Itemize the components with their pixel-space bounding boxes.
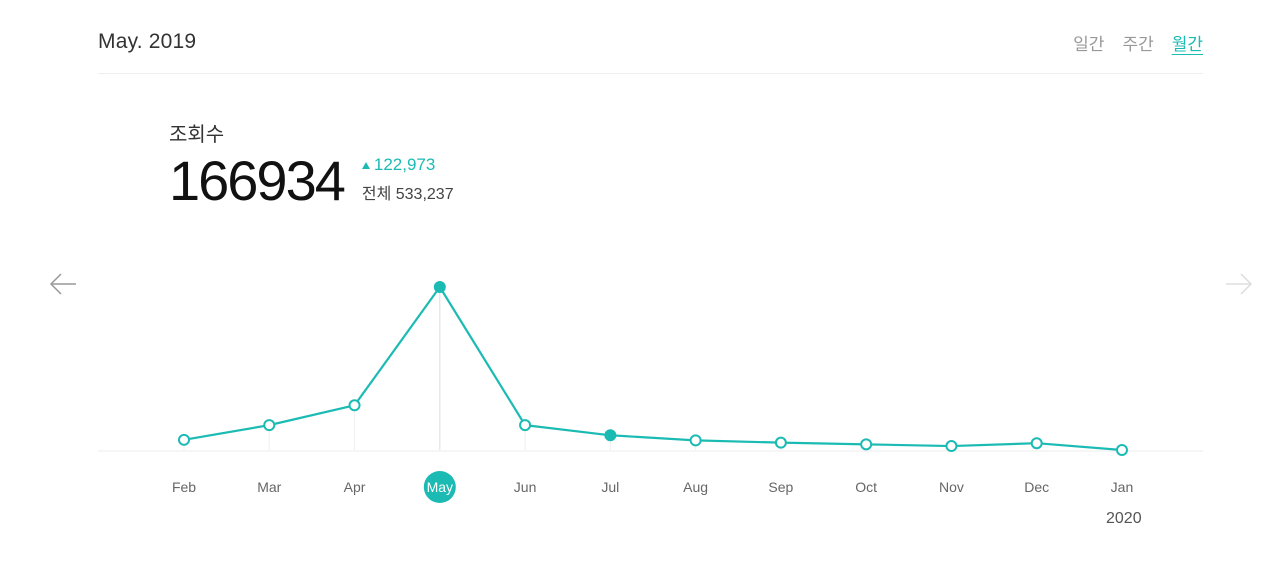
triangle-up-icon: [361, 161, 370, 169]
x-tick-label-jan[interactable]: Jan: [1111, 479, 1134, 495]
year-label: 2020: [1106, 510, 1142, 527]
stat-side: 122,973 전체 533,237: [361, 155, 454, 204]
data-point-apr[interactable]: [348, 399, 361, 412]
data-point-aug[interactable]: [689, 434, 702, 447]
x-tick-label-mar[interactable]: Mar: [257, 479, 281, 495]
x-tick-label-feb[interactable]: Feb: [172, 479, 196, 495]
x-tick-label-nov[interactable]: Nov: [939, 479, 964, 495]
data-point-jun[interactable]: [519, 419, 532, 432]
stat-label: 조회수: [169, 124, 225, 146]
x-tick-label-sep[interactable]: Sep: [768, 479, 793, 495]
data-point-oct[interactable]: [860, 438, 873, 451]
next-button[interactable]: [1224, 270, 1254, 298]
selected-month-badge: [423, 471, 456, 503]
x-tick-label-jun[interactable]: Jun: [514, 479, 537, 495]
period-tabs: 일간 주간 월간: [1073, 30, 1203, 55]
data-point-may[interactable]: [433, 281, 446, 293]
x-tick-label-may[interactable]: May: [427, 479, 453, 495]
stat-row: 166934 122,973 전체 533,237: [169, 151, 454, 211]
data-point-feb[interactable]: [178, 433, 190, 446]
tab-weekly[interactable]: 주간: [1122, 35, 1154, 54]
x-tick-label-dec[interactable]: Dec: [1024, 479, 1049, 495]
x-tick-label-apr[interactable]: Apr: [344, 479, 366, 495]
stats-panel: 조회수 166934 122,973 전체 533,237: [169, 118, 454, 211]
header: May. 2019 일간 주간 월간: [98, 0, 1203, 74]
stat-value: 166934: [169, 149, 346, 212]
tab-monthly[interactable]: 월간: [1171, 35, 1203, 54]
x-tick-label-aug[interactable]: Aug: [683, 479, 708, 495]
x-tick-label-oct[interactable]: Oct: [855, 479, 877, 495]
data-point-jan[interactable]: [1115, 444, 1128, 456]
arrow-left-icon: [49, 273, 76, 295]
arrow-right-icon: [1226, 273, 1253, 295]
period-title: May. 2019: [98, 30, 197, 53]
series-line: [183, 285, 1123, 452]
data-point-sep[interactable]: [774, 436, 787, 449]
prev-button[interactable]: [48, 270, 78, 298]
stat-total: 전체 533,237: [361, 186, 454, 203]
stat-change-value: 122,973: [373, 155, 436, 174]
x-tick-label-jul[interactable]: Jul: [601, 479, 619, 495]
stat-change: 122,973: [361, 155, 454, 175]
data-point-nov[interactable]: [945, 440, 958, 453]
tab-daily[interactable]: 일간: [1073, 35, 1105, 54]
data-point-jul[interactable]: [604, 429, 617, 442]
data-point-dec[interactable]: [1030, 437, 1043, 450]
data-point-mar[interactable]: [263, 419, 276, 432]
